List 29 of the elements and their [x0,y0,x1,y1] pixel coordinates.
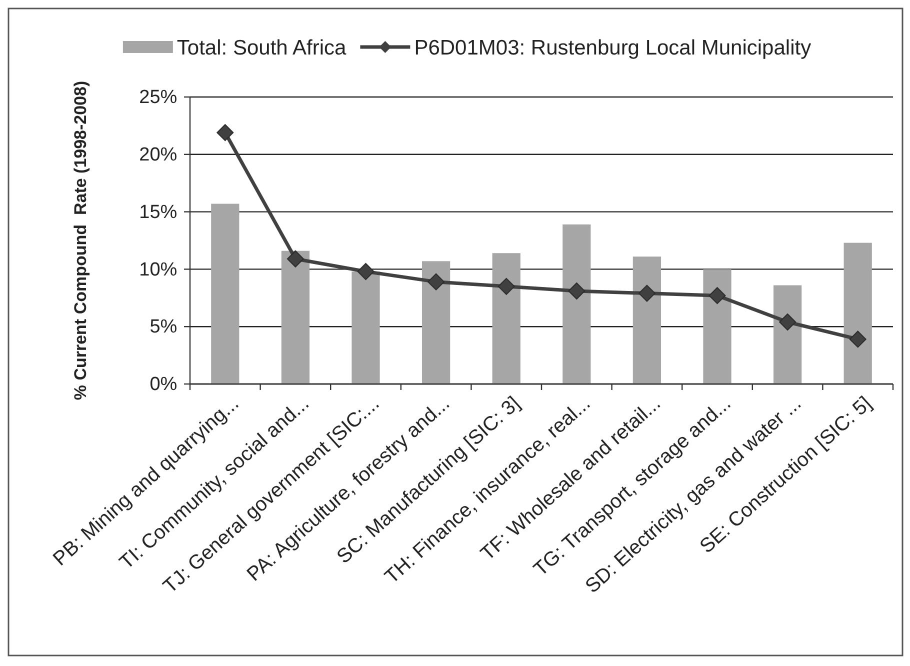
bar [703,269,732,384]
point [708,287,726,304]
point [849,330,866,348]
point [357,262,374,280]
y-tick-label: 20% [139,144,178,166]
y-tick-label: 10% [139,259,178,280]
point [428,273,445,290]
y-tick-label: 0% [150,374,178,396]
y-tick-label: 5% [150,316,178,338]
bar [492,253,520,384]
point [216,124,234,142]
point [498,278,515,295]
point [568,282,586,300]
bar [422,261,450,384]
bar [844,242,872,384]
point [638,284,656,302]
bar [562,224,591,384]
point [286,250,304,268]
bar [352,271,380,384]
y-tick-label: 25% [139,87,178,108]
bar [211,204,240,384]
bar [281,250,310,384]
y-tick-label: 15% [139,202,178,223]
y-axis-title: % Current Compound Rate (1998-2008) [71,80,90,400]
point [779,314,796,331]
bar [773,285,802,384]
legend-label: P6D01M03: Rustenburg Local Municipality [414,36,812,60]
legend-label: Total: South Africa [176,36,347,60]
bar [632,256,662,384]
